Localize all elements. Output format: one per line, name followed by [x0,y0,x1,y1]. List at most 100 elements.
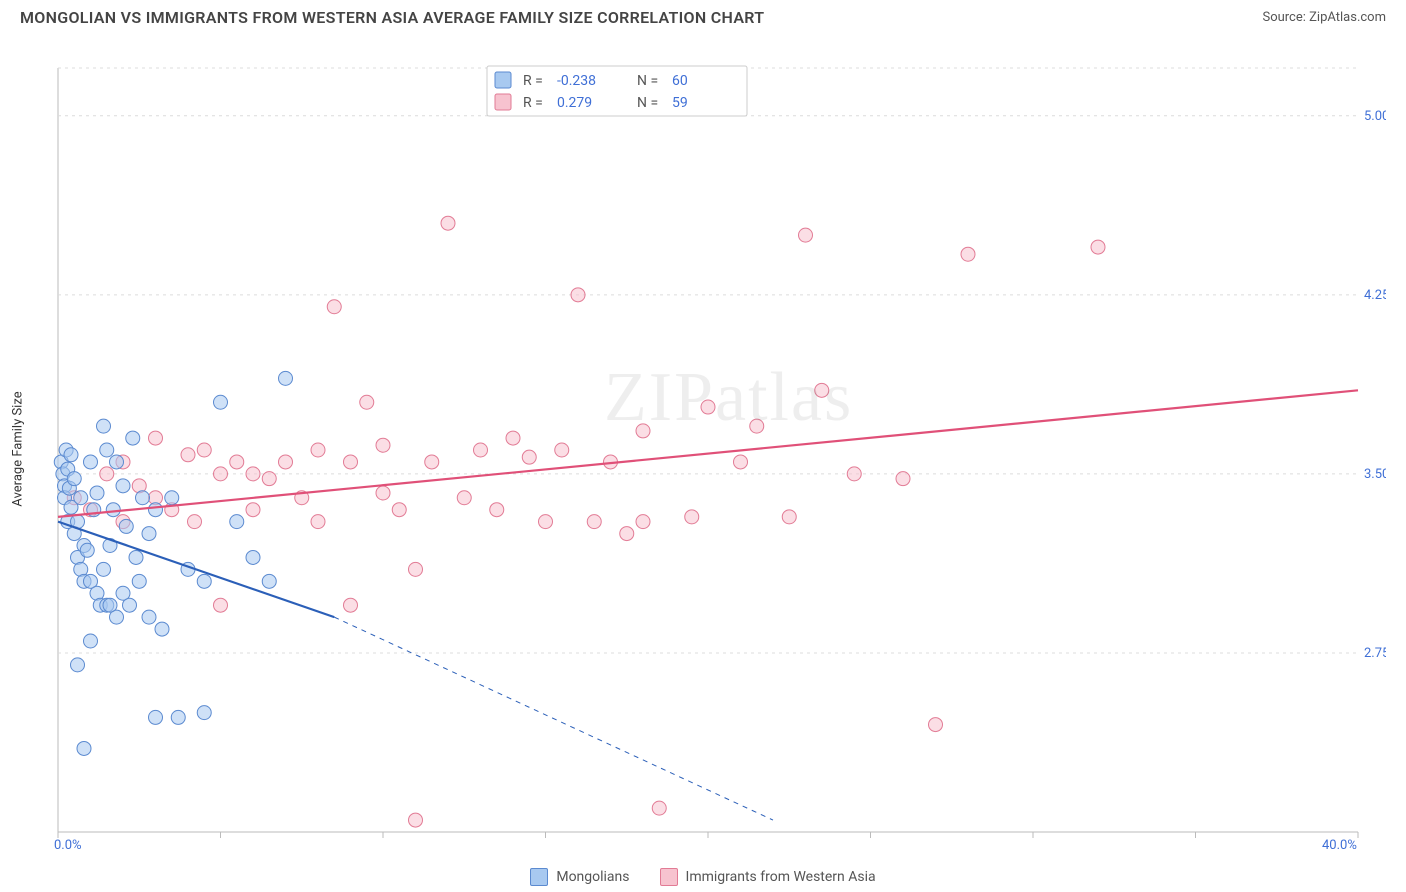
data-point [685,510,699,524]
data-point [961,247,975,261]
data-point [97,419,111,433]
y-tick-label: 4.25 [1364,288,1386,303]
data-point [847,467,861,481]
data-point [230,455,244,469]
data-point [165,491,179,505]
source-label: Source: ZipAtlas.com [1262,10,1386,25]
data-point [392,503,406,517]
legend-swatch [495,72,511,88]
legend-swatch [530,868,548,886]
data-point [376,438,390,452]
data-point [132,574,146,588]
data-point [100,467,114,481]
data-point [142,527,156,541]
bottom-legend-item: Immigrants from Western Asia [660,868,876,886]
svg-text:N =: N = [637,95,658,111]
data-point [425,455,439,469]
data-point [262,574,276,588]
data-point [71,658,85,672]
data-point [344,455,358,469]
data-point [142,610,156,624]
data-point [555,443,569,457]
x-axis-start-label: 0.0% [54,838,82,853]
data-point [103,598,117,612]
data-point [197,574,211,588]
data-point [110,455,124,469]
data-point [171,710,185,724]
data-point [311,443,325,457]
data-point [376,486,390,500]
data-point [197,443,211,457]
data-point [126,431,140,445]
data-point [539,515,553,529]
data-point [279,371,293,385]
data-point [246,550,260,564]
legend-label: Mongolians [556,869,629,885]
data-point [155,622,169,636]
data-point [149,503,163,517]
data-point [636,515,650,529]
data-point [136,491,150,505]
chart-area: Average Family Size 2.753.504.255.00R =-… [40,40,1386,858]
data-point [799,228,813,242]
data-point [815,383,829,397]
data-point [571,288,585,302]
data-point [311,515,325,529]
data-point [246,467,260,481]
data-point [441,216,455,230]
data-point [587,515,601,529]
svg-text:0.279: 0.279 [557,95,592,111]
chart-title: MONGOLIAN VS IMMIGRANTS FROM WESTERN ASI… [20,8,764,27]
y-axis-label: Average Family Size [11,391,26,506]
data-point [119,519,133,533]
data-point [67,472,81,486]
data-point [84,634,98,648]
svg-text:N =: N = [637,73,658,89]
data-point [123,598,137,612]
data-point [409,813,423,827]
svg-text:R =: R = [523,95,543,111]
data-point [149,431,163,445]
data-point [474,443,488,457]
data-point [230,515,244,529]
legend-label: Immigrants from Western Asia [686,869,876,885]
data-point [129,550,143,564]
data-point [522,450,536,464]
svg-text:-0.238: -0.238 [557,73,596,89]
data-point [214,467,228,481]
legend-swatch [495,94,511,110]
data-point [262,472,276,486]
data-point [214,395,228,409]
data-point [279,455,293,469]
data-point [782,510,796,524]
data-point [360,395,374,409]
data-point [106,503,120,517]
svg-text:R =: R = [523,73,543,89]
data-point [750,419,764,433]
data-point [636,424,650,438]
data-point [701,400,715,414]
legend-box: R =-0.238N =60R =0.279N =59 [487,66,747,116]
data-point [188,515,202,529]
data-point [929,718,943,732]
data-point [197,706,211,720]
data-point [652,801,666,815]
data-point [490,503,504,517]
data-point [80,543,94,557]
data-point [344,598,358,612]
y-tick-label: 3.50 [1364,467,1386,482]
bottom-legend: Mongolians Immigrants from Western Asia [0,868,1406,886]
data-point [97,562,111,576]
y-tick-label: 2.75 [1364,646,1386,661]
scatter-plot: 2.753.504.255.00R =-0.238N =60R =0.279N … [40,40,1386,852]
x-axis-end-label: 40.0% [1322,838,1357,853]
data-point [409,562,423,576]
data-point [84,455,98,469]
data-point [734,455,748,469]
data-point [181,448,195,462]
data-point [90,486,104,500]
bottom-legend-item: Mongolians [530,868,629,886]
data-point [620,527,634,541]
data-point [327,300,341,314]
regression-line-series1-ext [334,617,773,820]
